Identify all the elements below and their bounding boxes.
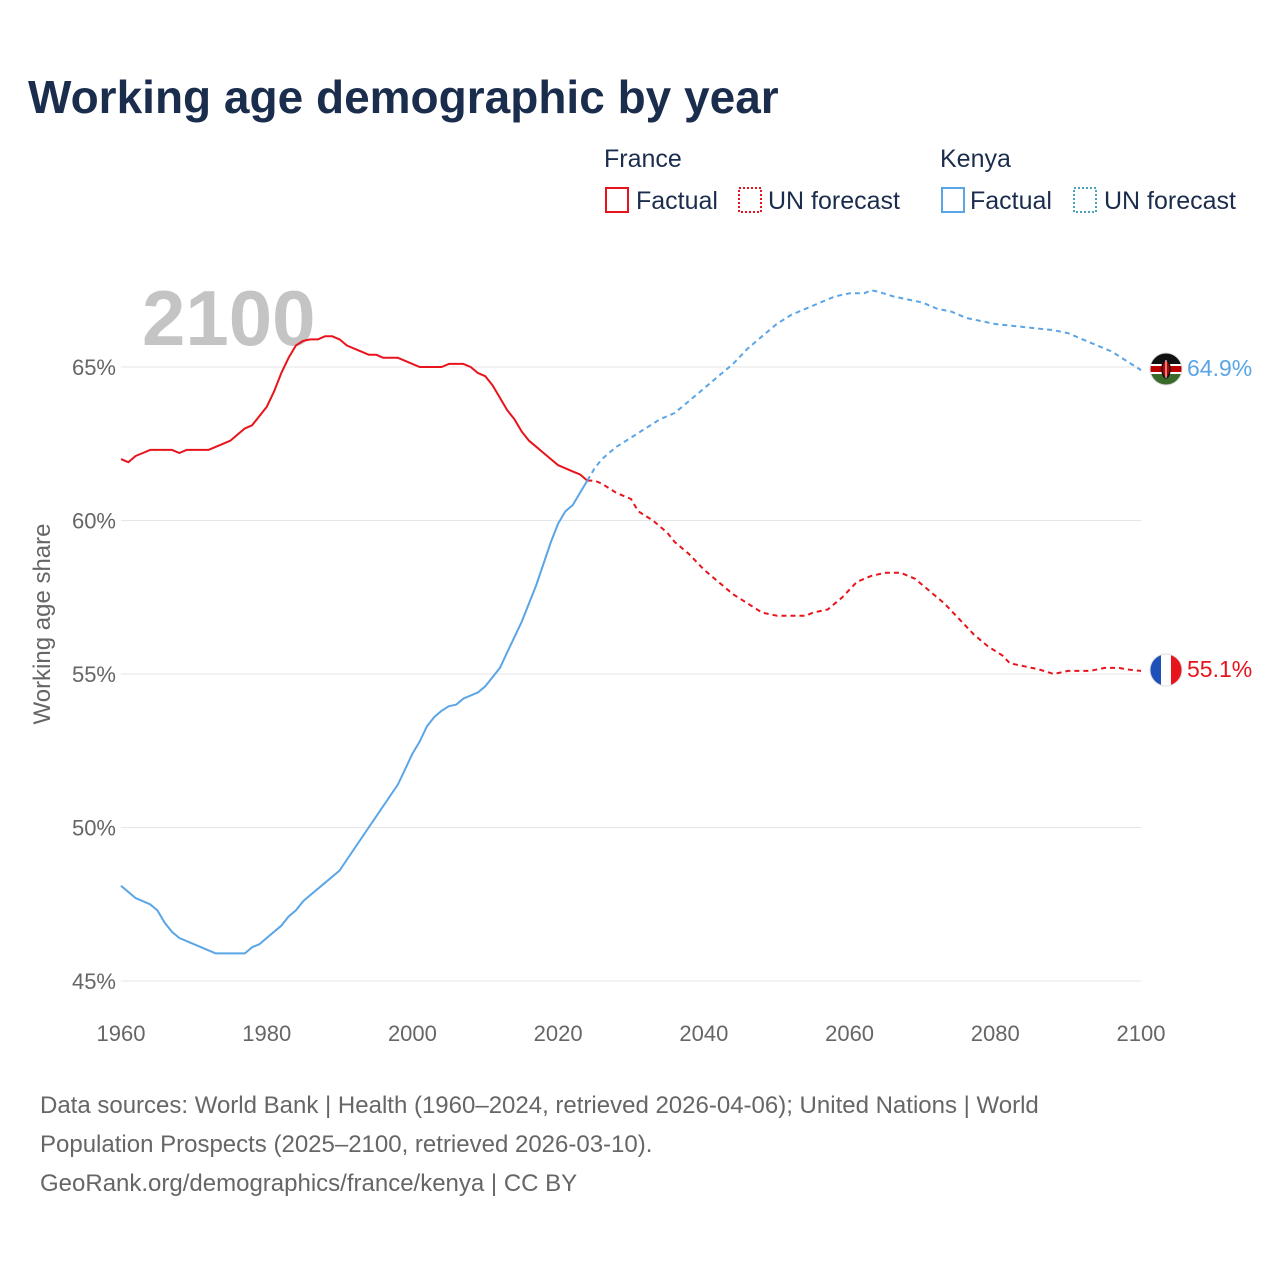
x-tick-label: 1980 xyxy=(242,1021,291,1046)
y-tick-label: 50% xyxy=(72,816,116,841)
x-tick-label: 1960 xyxy=(97,1021,146,1046)
source-line-2: Population Prospects (2025–2100, retriev… xyxy=(40,1131,652,1158)
x-tick-label: 2060 xyxy=(825,1021,874,1046)
legend-group-kenya: Kenya Factual UN forecast xyxy=(940,145,1236,215)
y-tick-label: 65% xyxy=(72,355,116,380)
year-watermark: 2100 xyxy=(142,274,316,362)
y-axis-label: Working age share xyxy=(29,524,56,725)
x-tick-label: 2000 xyxy=(388,1021,437,1046)
source-line-3: GeoRank.org/demographics/france/kenya | … xyxy=(40,1170,577,1197)
kenya-flag-icon xyxy=(1149,352,1183,386)
legend-group-france: France Factual UN forecast xyxy=(604,145,900,215)
legend-swatch-france-forecast xyxy=(738,187,762,213)
y-tick-label: 60% xyxy=(72,509,116,534)
kenya-forecast-line xyxy=(586,289,1142,482)
france-forecast-line xyxy=(587,479,1142,675)
legend-swatch-kenya-factual xyxy=(941,187,965,213)
x-tick-label: 2080 xyxy=(971,1021,1020,1046)
x-axis-ticks: 1960 1980 2000 2020 2040 2060 2080 2100 xyxy=(97,1021,1166,1046)
grid-lines xyxy=(121,366,1141,982)
legend-label-france-factual: Factual xyxy=(636,187,718,215)
source-line-1: Data sources: World Bank | Health (1960–… xyxy=(40,1092,1039,1119)
kenya-factual-line xyxy=(120,480,589,955)
x-tick-label: 2100 xyxy=(1117,1021,1166,1046)
source-notes: Data sources: World Bank | Health (1960–… xyxy=(40,1092,1039,1197)
y-tick-label: 55% xyxy=(72,662,116,687)
legend-country-france: France xyxy=(604,145,682,173)
legend: France Factual UN forecast Kenya Factual… xyxy=(604,145,1236,215)
france-end-label: 55.1% xyxy=(1187,656,1252,682)
x-tick-label: 2020 xyxy=(534,1021,583,1046)
legend-swatch-kenya-forecast xyxy=(1073,187,1097,213)
y-tick-label: 45% xyxy=(72,969,116,994)
legend-label-kenya-forecast: UN forecast xyxy=(1104,187,1236,215)
x-tick-label: 2040 xyxy=(679,1021,728,1046)
france-factual-line xyxy=(120,335,588,482)
legend-label-kenya-factual: Factual xyxy=(970,187,1052,215)
kenya-end-label: 64.9% xyxy=(1187,355,1252,381)
legend-label-france-forecast: UN forecast xyxy=(768,187,900,215)
legend-swatch-france-factual xyxy=(605,187,629,213)
legend-country-kenya: Kenya xyxy=(940,145,1011,173)
series-lines xyxy=(120,289,1142,955)
y-axis-ticks: 45% 50% 55% 60% 65% xyxy=(72,355,116,994)
chart-title: Working age demographic by year xyxy=(28,71,779,123)
france-flag-icon xyxy=(1149,653,1183,687)
